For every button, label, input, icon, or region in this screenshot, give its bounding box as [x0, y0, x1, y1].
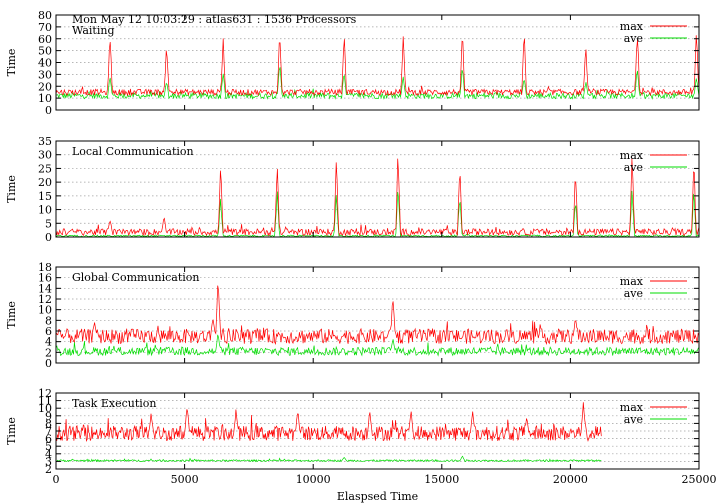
ytick-label-3-4: 8 — [45, 314, 52, 327]
series-ave-3 — [55, 334, 700, 357]
ytick-label-4-2: 4 — [45, 448, 52, 461]
ytick-label-4-10: 12 — [38, 387, 52, 400]
ytick-label-2-3: 15 — [38, 190, 52, 203]
legend-ave-label-1: ave — [624, 32, 643, 45]
series-max-1 — [55, 35, 700, 97]
ytick-label-2-6: 30 — [38, 149, 52, 162]
ytick-label-1-8: 80 — [38, 9, 52, 22]
ytick-label-2-1: 5 — [45, 217, 52, 230]
series-max-2 — [55, 158, 700, 237]
ytick-label-3-9: 18 — [38, 261, 52, 274]
legend-ave-label-3: ave — [624, 287, 643, 300]
ytick-label-2-5: 25 — [38, 162, 52, 175]
series-max-4 — [55, 402, 602, 443]
ytick-label-3-0: 0 — [45, 357, 52, 370]
ytick-label-3-2: 4 — [45, 336, 52, 349]
ytick-label-3-7: 14 — [38, 282, 52, 295]
ytick-label-1-1: 10 — [38, 92, 52, 105]
ytick-label-4-7: 9 — [45, 410, 52, 423]
ytick-label-4-1: 3 — [45, 455, 52, 468]
series-ave-1 — [55, 67, 700, 100]
chart-header: Mon May 12 10:03:29 : atlas631 : 1536 Pr… — [72, 13, 357, 26]
ytick-label-4-6: 8 — [45, 417, 52, 430]
legend-max-label-4: max — [620, 401, 644, 414]
xtick-label-5: 25000 — [682, 473, 717, 486]
ytick-label-4-4: 6 — [45, 433, 52, 446]
xlabel: Elaspsed Time — [337, 490, 418, 503]
panel-title-2: Local Communication — [72, 145, 194, 158]
ytick-label-4-3: 5 — [45, 440, 52, 453]
legend-ave-label-4: ave — [624, 413, 643, 426]
ytick-label-3-1: 2 — [45, 346, 52, 359]
ytick-label-4-9: 11 — [38, 395, 52, 408]
xtick-label-2: 10000 — [296, 473, 331, 486]
ytick-label-2-0: 0 — [45, 231, 52, 244]
ytick-label-1-6: 60 — [38, 33, 52, 46]
ytick-label-4-5: 7 — [45, 425, 52, 438]
ytick-label-3-5: 10 — [38, 304, 52, 317]
xtick-label-4: 20000 — [553, 473, 588, 486]
ytick-label-1-4: 40 — [38, 57, 52, 70]
legend-max-label-2: max — [620, 149, 644, 162]
plot-frame-2 — [55, 140, 700, 238]
ytick-label-4-8: 10 — [38, 402, 52, 415]
panel-title-1: Waiting — [72, 24, 115, 37]
panel-title-3: Global Communication — [72, 271, 200, 284]
ytick-label-1-2: 20 — [38, 80, 52, 93]
ytick-label-3-6: 12 — [38, 293, 52, 306]
series-max-3 — [55, 285, 700, 346]
ylabel-1: Time — [5, 49, 18, 77]
ytick-label-1-7: 70 — [38, 21, 52, 34]
ytick-label-3-3: 6 — [45, 325, 52, 338]
xtick-label-1: 5000 — [171, 473, 199, 486]
xtick-label-0: 0 — [53, 473, 60, 486]
ytick-label-2-4: 20 — [38, 176, 52, 189]
ytick-label-1-5: 50 — [38, 45, 52, 58]
ytick-label-2-7: 35 — [38, 135, 52, 148]
xtick-label-3: 15000 — [424, 473, 459, 486]
series-ave-4 — [55, 455, 602, 463]
ytick-label-1-0: 0 — [45, 104, 52, 117]
panel-title-4: Task Execution — [72, 397, 156, 410]
legend-ave-label-2: ave — [624, 161, 643, 174]
legend-max-label-1: max — [620, 20, 644, 33]
ytick-label-3-8: 16 — [38, 272, 52, 285]
series-ave-2 — [55, 190, 700, 238]
ylabel-2: Time — [5, 175, 18, 203]
ytick-label-2-2: 10 — [38, 204, 52, 217]
ylabel-3: Time — [5, 301, 18, 329]
legend-max-label-3: max — [620, 275, 644, 288]
ytick-label-4-0: 2 — [45, 463, 52, 476]
ylabel-4: Time — [5, 417, 18, 445]
ytick-label-1-3: 30 — [38, 68, 52, 81]
plot-frame-3 — [55, 266, 700, 364]
